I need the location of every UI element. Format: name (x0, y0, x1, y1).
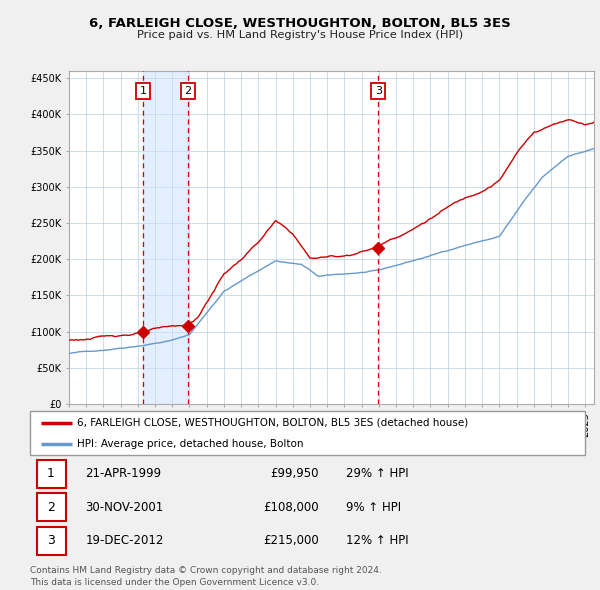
Text: £99,950: £99,950 (270, 467, 319, 480)
Text: Price paid vs. HM Land Registry's House Price Index (HPI): Price paid vs. HM Land Registry's House … (137, 30, 463, 40)
Text: £108,000: £108,000 (263, 501, 319, 514)
Text: 6, FARLEIGH CLOSE, WESTHOUGHTON, BOLTON, BL5 3ES (detached house): 6, FARLEIGH CLOSE, WESTHOUGHTON, BOLTON,… (77, 418, 469, 428)
Text: 12% ↑ HPI: 12% ↑ HPI (346, 535, 409, 548)
Text: 2: 2 (47, 501, 55, 514)
Bar (143, 71, 188, 404)
Text: £215,000: £215,000 (263, 535, 319, 548)
Text: This data is licensed under the Open Government Licence v3.0.: This data is licensed under the Open Gov… (30, 578, 319, 587)
FancyBboxPatch shape (37, 493, 65, 522)
Text: 1: 1 (47, 467, 55, 480)
FancyBboxPatch shape (37, 527, 65, 555)
Text: 2: 2 (184, 86, 191, 96)
Text: 30-NOV-2001: 30-NOV-2001 (86, 501, 164, 514)
Text: 29% ↑ HPI: 29% ↑ HPI (346, 467, 409, 480)
Text: 6, FARLEIGH CLOSE, WESTHOUGHTON, BOLTON, BL5 3ES: 6, FARLEIGH CLOSE, WESTHOUGHTON, BOLTON,… (89, 17, 511, 30)
Text: 9% ↑ HPI: 9% ↑ HPI (346, 501, 401, 514)
Text: HPI: Average price, detached house, Bolton: HPI: Average price, detached house, Bolt… (77, 439, 304, 449)
FancyBboxPatch shape (37, 460, 65, 488)
Text: 19-DEC-2012: 19-DEC-2012 (86, 535, 164, 548)
Text: 21-APR-1999: 21-APR-1999 (86, 467, 161, 480)
Text: 3: 3 (47, 535, 55, 548)
Text: 3: 3 (375, 86, 382, 96)
Text: Contains HM Land Registry data © Crown copyright and database right 2024.: Contains HM Land Registry data © Crown c… (30, 566, 382, 575)
Text: 1: 1 (140, 86, 146, 96)
FancyBboxPatch shape (30, 411, 585, 455)
